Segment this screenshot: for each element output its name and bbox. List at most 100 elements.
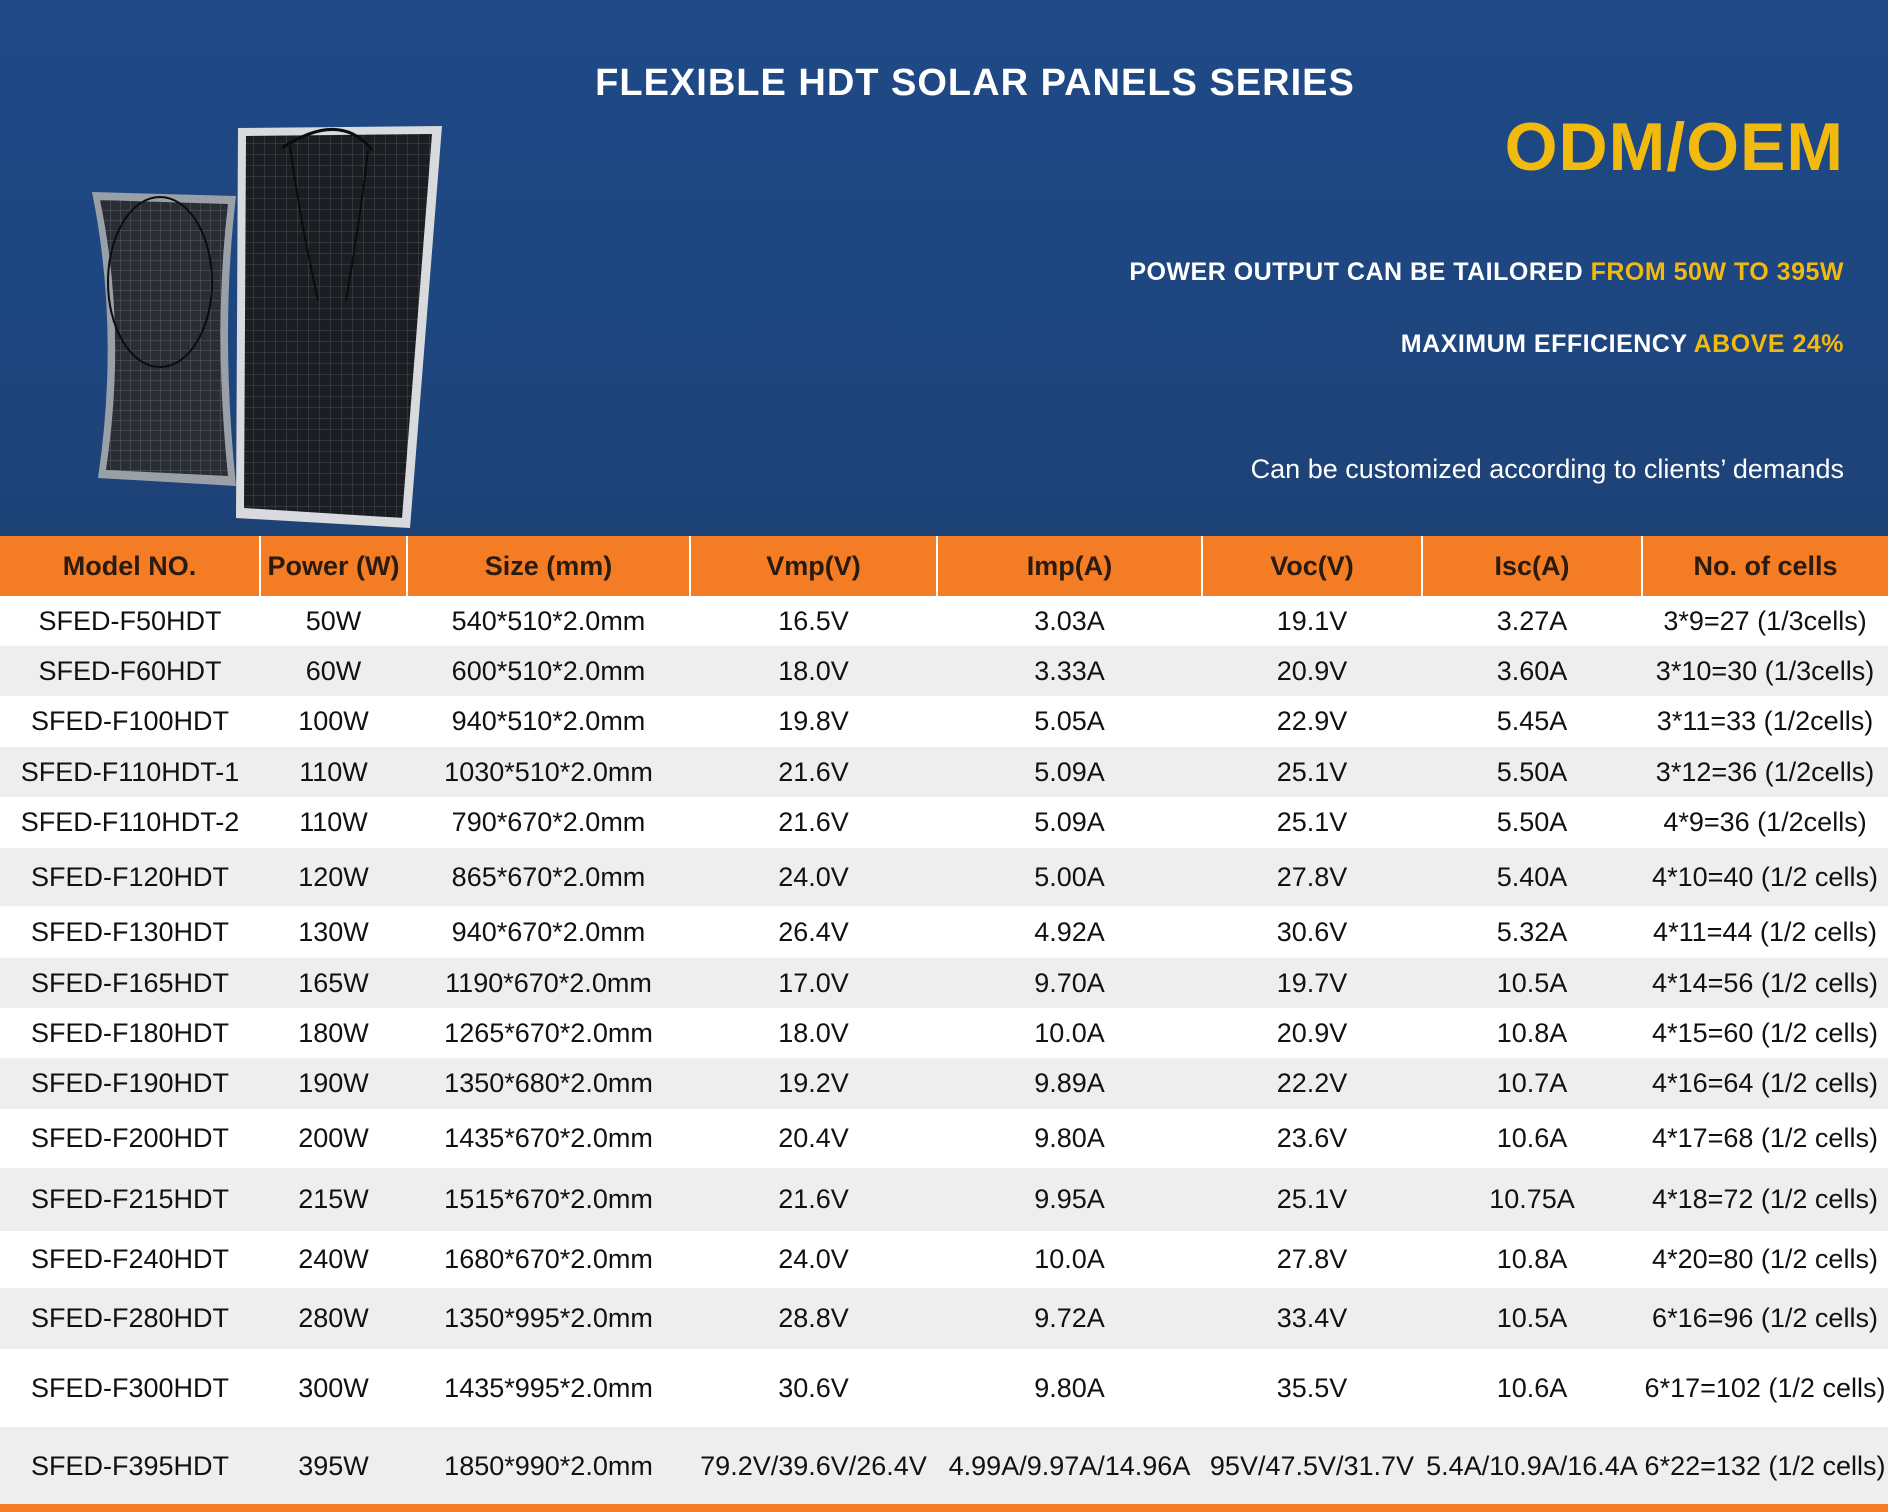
table-cell: 200W: [260, 1109, 407, 1168]
table-body: SFED-F50HDT 50W 540*510*2.0mm 16.5V 3.03A 19.…: [0, 596, 1888, 1505]
table-cell: SFED-F110HDT-1: [0, 747, 260, 797]
table-cell: 30.6V: [1202, 906, 1422, 958]
table-cell: SFED-F165HDT: [0, 958, 260, 1008]
table-row: SFED-F280HDT 280W 1350*995*2.0mm 28.8V 9.72A…: [0, 1288, 1888, 1349]
table-cell: 5.09A: [937, 747, 1202, 797]
table-cell: 5.32A: [1422, 906, 1642, 958]
column-header: Size (mm): [407, 536, 691, 596]
header-banner: FLEXIBLE HDT SOLAR PANELS SERIES ODM/OEM…: [0, 0, 1888, 536]
table-cell: SFED-F120HDT: [0, 848, 260, 906]
table-cell: SFED-F395HDT: [0, 1427, 260, 1505]
table-cell: 4*18=72 (1/2 cells): [1642, 1168, 1888, 1231]
table-cell: 79.2V/39.6V/26.4V: [690, 1427, 937, 1505]
table-cell: 3*11=33 (1/2cells): [1642, 696, 1888, 747]
table-cell: 1265*670*2.0mm: [407, 1008, 690, 1058]
table-cell: 20.4V: [690, 1109, 937, 1168]
table-cell: 1850*990*2.0mm: [407, 1427, 690, 1505]
table-cell: 22.9V: [1202, 696, 1422, 747]
table-cell: 19.8V: [690, 696, 937, 747]
table-cell: 5.4A/10.9A/16.4A: [1422, 1427, 1642, 1505]
table-cell: 100W: [260, 696, 407, 747]
table-cell: 9.80A: [937, 1349, 1202, 1427]
table-cell: 18.0V: [690, 646, 937, 696]
table-cell: 180W: [260, 1008, 407, 1058]
table-cell: 940*670*2.0mm: [407, 906, 690, 958]
table-cell: 3*12=36 (1/2cells): [1642, 747, 1888, 797]
table-cell: 4*14=56 (1/2 cells): [1642, 958, 1888, 1008]
column-header: Imp(A): [937, 536, 1203, 596]
tagline-highlight: FROM 50W TO 395W: [1590, 258, 1844, 286]
table-row: SFED-F190HDT 190W 1350*680*2.0mm 19.2V 9.89A…: [0, 1058, 1888, 1109]
table-cell: 280W: [260, 1288, 407, 1349]
table-cell: 33.4V: [1202, 1288, 1422, 1349]
table-row: SFED-F60HDT 60W 600*510*2.0mm 18.0V 3.33A 20.…: [0, 646, 1888, 696]
table-cell: 165W: [260, 958, 407, 1008]
table-row: SFED-F200HDT 200W 1435*670*2.0mm 20.4V 9.80A…: [0, 1109, 1888, 1168]
table-cell: 26.4V: [690, 906, 937, 958]
table-cell: 21.6V: [690, 1168, 937, 1231]
table-cell: 35.5V: [1202, 1349, 1422, 1427]
power-output-tagline: POWER OUTPUT CAN BE TAILORED FROM 50W TO…: [1129, 258, 1844, 287]
table-cell: 27.8V: [1202, 1231, 1422, 1288]
table-cell: SFED-F100HDT: [0, 696, 260, 747]
table-cell: 24.0V: [690, 848, 937, 906]
efficiency-tagline: MAXIMUM EFFICIENCY ABOVE 24%: [1401, 330, 1844, 359]
table-cell: 190W: [260, 1058, 407, 1109]
table-cell: 50W: [260, 596, 407, 646]
table-cell: 4*17=68 (1/2 cells): [1642, 1109, 1888, 1168]
table-cell: 215W: [260, 1168, 407, 1231]
table-cell: SFED-F130HDT: [0, 906, 260, 958]
table-cell: 30.6V: [690, 1349, 937, 1427]
table-cell: 120W: [260, 848, 407, 906]
table-row: SFED-F395HDT 395W 1850*990*2.0mm 79.2V/39.6…: [0, 1427, 1888, 1505]
table-cell: 4*16=64 (1/2 cells): [1642, 1058, 1888, 1109]
table-row: SFED-F165HDT 165W 1190*670*2.0mm 17.0V 9.70A…: [0, 958, 1888, 1008]
table-header-row: Model NO. Power (W) Size (mm) Vmp(V) Imp…: [0, 536, 1888, 596]
table-cell: 4*15=60 (1/2 cells): [1642, 1008, 1888, 1058]
column-header: Isc(A): [1422, 536, 1643, 596]
table-cell: 16.5V: [690, 596, 937, 646]
table-cell: SFED-F300HDT: [0, 1349, 260, 1427]
table-cell: 28.8V: [690, 1288, 937, 1349]
bottom-accent-bar: [0, 1504, 1888, 1512]
column-header: Voc(V): [1202, 536, 1423, 596]
table-cell: 9.95A: [937, 1168, 1202, 1231]
table-cell: 60W: [260, 646, 407, 696]
table-cell: 9.72A: [937, 1288, 1202, 1349]
table-cell: 865*670*2.0mm: [407, 848, 690, 906]
table-row: SFED-F180HDT 180W 1265*670*2.0mm 18.0V 10.0A…: [0, 1008, 1888, 1058]
table-cell: SFED-F215HDT: [0, 1168, 260, 1231]
table-cell: 25.1V: [1202, 797, 1422, 848]
table-cell: 130W: [260, 906, 407, 958]
customization-note: Can be customized according to clients’ …: [1250, 454, 1844, 484]
table-cell: 4*20=80 (1/2 cells): [1642, 1231, 1888, 1288]
table-cell: 19.1V: [1202, 596, 1422, 646]
table-cell: 3*9=27 (1/3cells): [1642, 596, 1888, 646]
table-cell: 25.1V: [1202, 747, 1422, 797]
table-cell: 1435*995*2.0mm: [407, 1349, 690, 1427]
table-cell: SFED-F50HDT: [0, 596, 260, 646]
table-cell: 20.9V: [1202, 1008, 1422, 1058]
table-cell: 10.5A: [1422, 958, 1642, 1008]
table-cell: SFED-F180HDT: [0, 1008, 260, 1058]
table-cell: 95V/47.5V/31.7V: [1202, 1427, 1422, 1505]
table-cell: 790*670*2.0mm: [407, 797, 690, 848]
table-cell: 22.2V: [1202, 1058, 1422, 1109]
table-row: SFED-F50HDT 50W 540*510*2.0mm 16.5V 3.03A 19.…: [0, 596, 1888, 646]
table-cell: SFED-F240HDT: [0, 1231, 260, 1288]
table-row: SFED-F120HDT 120W 865*670*2.0mm 24.0V 5.00A 2…: [0, 848, 1888, 906]
table-cell: SFED-F200HDT: [0, 1109, 260, 1168]
table-cell: 10.7A: [1422, 1058, 1642, 1109]
table-cell: 5.05A: [937, 696, 1202, 747]
table-cell: 5.00A: [937, 848, 1202, 906]
table-cell: 1435*670*2.0mm: [407, 1109, 690, 1168]
column-header: Model NO.: [0, 536, 261, 596]
table-cell: 6*17=102 (1/2 cells): [1642, 1349, 1888, 1427]
table-cell: SFED-F110HDT-2: [0, 797, 260, 848]
table-row: SFED-F110HDT-2 110W 790*670*2.0mm 21.6V 5.09…: [0, 797, 1888, 848]
table-cell: 3.60A: [1422, 646, 1642, 696]
table-cell: 6*22=132 (1/2 cells): [1642, 1427, 1888, 1505]
table-cell: SFED-F60HDT: [0, 646, 260, 696]
table-cell: 395W: [260, 1427, 407, 1505]
table-cell: 21.6V: [690, 747, 937, 797]
